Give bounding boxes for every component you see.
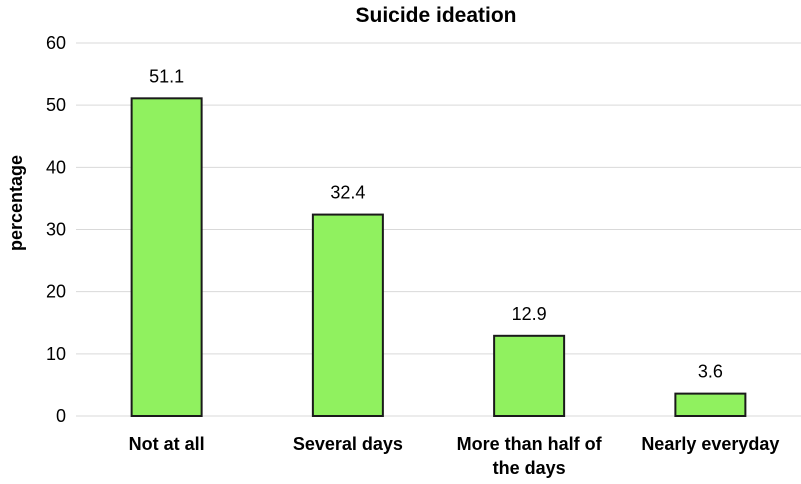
y-tick-label: 60	[46, 33, 66, 53]
x-tick-label: the days	[493, 458, 566, 478]
y-tick-label: 0	[56, 406, 66, 426]
y-tick-label: 10	[46, 344, 66, 364]
y-tick-label: 50	[46, 95, 66, 115]
data-label: 51.1	[149, 66, 184, 86]
chart-title: Suicide ideation	[355, 4, 516, 27]
x-tick-label: Not at all	[129, 434, 205, 454]
x-tick-label: More than half of	[457, 434, 603, 454]
bar	[674, 392, 747, 417]
y-tick-label: 40	[46, 157, 66, 177]
data-label: 3.6	[698, 362, 723, 382]
bar	[130, 97, 203, 417]
y-tick-label: 20	[46, 282, 66, 302]
y-axis-ticks: 0 10 20 30 40 50 60	[46, 33, 66, 426]
y-tick-label: 30	[46, 220, 66, 240]
data-label: 32.4	[330, 183, 365, 203]
bar	[311, 213, 384, 417]
y-axis-label: percentage	[6, 155, 26, 251]
data-labels: 51.1 32.4 12.9 3.6	[149, 66, 723, 381]
x-tick-label: Several days	[293, 434, 403, 454]
x-tick-label: Nearly everyday	[641, 434, 779, 454]
data-label: 12.9	[512, 304, 547, 324]
x-axis-ticks: Not at all Several days More than half of t…	[129, 434, 780, 478]
bars	[130, 97, 747, 417]
bar	[493, 334, 566, 417]
